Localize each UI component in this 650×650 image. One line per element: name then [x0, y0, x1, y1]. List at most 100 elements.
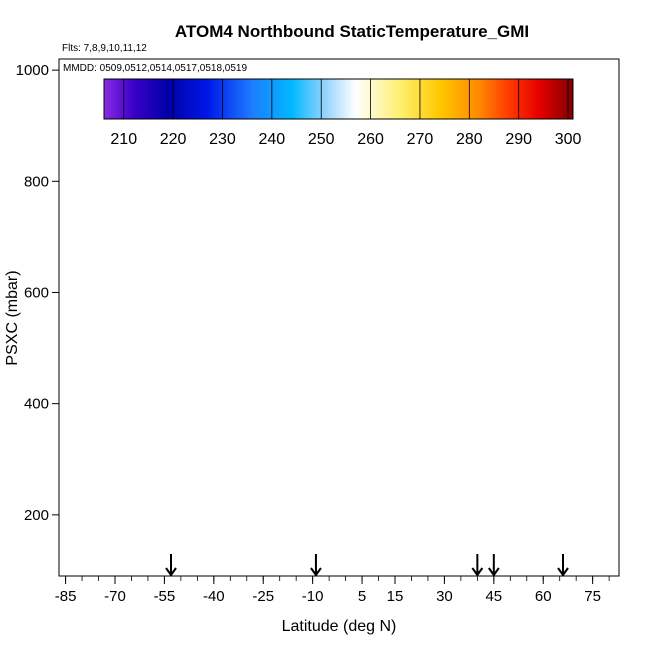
- colorbar: 210 220 230 240 250 260 270 280 290 300: [103, 78, 582, 148]
- colorbar-tick-label: 240: [259, 131, 286, 148]
- colorbar-tick-label: 220: [160, 131, 187, 148]
- plot-frame: [58, 58, 620, 577]
- observation-marker: [616, 214, 621, 219]
- observation-marker: [194, 430, 198, 434]
- colorbar-tick-label: 210: [110, 131, 137, 148]
- observation-marker: [114, 292, 119, 296]
- observation-marker: [529, 204, 534, 208]
- observation-marker: [244, 409, 249, 414]
- observation-marker: [146, 360, 150, 365]
- observation-marker: [299, 266, 304, 270]
- observation-marker: [68, 368, 73, 373]
- observation-marker: [317, 428, 322, 433]
- x-tick-label: 60: [535, 588, 552, 605]
- x-tick-label: 45: [485, 588, 502, 605]
- observation-marker: [479, 65, 483, 69]
- observation-marker: [543, 186, 547, 191]
- observation-marker: [212, 464, 216, 468]
- observation-marker: [162, 293, 167, 298]
- observation-marker: [303, 149, 307, 154]
- observation-marker: [159, 436, 163, 440]
- flight-arrow: [310, 554, 322, 577]
- observation-marker: [444, 219, 449, 224]
- observation-marker: [310, 369, 315, 374]
- observation-marker: [346, 446, 351, 451]
- observation-marker: [301, 338, 305, 342]
- observation-marker: [219, 332, 224, 337]
- observation-marker: [104, 418, 109, 423]
- observation-marker: [113, 288, 118, 293]
- observation-marker: [176, 165, 181, 169]
- observation-markers: [58, 65, 621, 526]
- observation-marker: [468, 204, 472, 208]
- observation-marker: [333, 244, 337, 249]
- observation-marker: [385, 122, 390, 127]
- observation-marker: [551, 492, 556, 497]
- y-tick-label: 600: [24, 284, 49, 301]
- observation-marker: [86, 150, 90, 155]
- observation-marker: [502, 373, 507, 378]
- flight-arrows: [165, 554, 569, 577]
- observation-marker: [334, 301, 339, 306]
- observation-marker: [347, 141, 352, 145]
- observation-marker: [304, 486, 308, 491]
- observation-marker: [400, 216, 404, 220]
- observation-marker: [309, 455, 314, 460]
- observation-marker: [139, 188, 144, 192]
- observation-marker: [120, 515, 125, 520]
- observation-marker: [554, 480, 558, 485]
- observation-marker: [122, 385, 127, 390]
- observation-marker: [76, 450, 80, 454]
- observation-marker: [260, 315, 264, 320]
- observation-marker: [204, 483, 209, 488]
- x-tick-label: 5: [358, 588, 366, 605]
- observation-marker: [206, 461, 211, 466]
- observation-marker: [498, 253, 503, 258]
- observation-marker: [152, 350, 157, 354]
- flight-arrow: [165, 554, 177, 577]
- observation-marker: [585, 203, 589, 207]
- observation-marker: [531, 449, 535, 454]
- observation-marker: [510, 520, 514, 525]
- y-tick-label: 1000: [16, 62, 49, 79]
- observation-marker: [561, 205, 566, 209]
- observation-marker: [604, 273, 609, 277]
- observation-marker: [465, 212, 470, 216]
- observation-marker: [264, 496, 269, 500]
- observation-marker: [145, 296, 149, 301]
- observation-marker: [363, 67, 367, 71]
- observation-marker: [332, 306, 336, 311]
- observation-marker: [245, 263, 250, 268]
- colorbar-ticks: 210 220 230 240 250 260 270 280 290 300: [110, 79, 582, 148]
- observation-marker: [597, 203, 602, 208]
- observation-marker: [545, 72, 550, 77]
- observation-marker: [391, 319, 396, 324]
- observation-marker: [340, 442, 345, 446]
- observation-marker: [219, 302, 223, 307]
- observation-marker: [343, 345, 347, 349]
- observation-marker: [506, 512, 511, 516]
- observation-marker: [115, 393, 120, 397]
- x-axis: -85 -70 -55 -40 -25 -10 5 15 30 45 60 75: [55, 576, 610, 605]
- observation-marker: [584, 429, 588, 433]
- observation-marker: [549, 192, 554, 197]
- observation-marker: [474, 451, 478, 456]
- observation-marker: [155, 515, 159, 520]
- observation-marker: [101, 154, 106, 159]
- observation-marker: [126, 470, 130, 475]
- observation-marker: [471, 259, 476, 264]
- observation-marker: [189, 231, 194, 236]
- observation-marker: [68, 306, 73, 311]
- observation-marker: [472, 520, 477, 524]
- observation-marker: [171, 486, 175, 491]
- observation-marker: [446, 519, 451, 524]
- observation-marker: [338, 292, 343, 296]
- observation-marker: [196, 253, 201, 257]
- observation-marker: [99, 449, 104, 453]
- y-axis-label: PSXC (mbar): [4, 270, 21, 365]
- observation-marker: [231, 429, 236, 433]
- observation-marker: [429, 486, 434, 491]
- observation-marker: [195, 351, 200, 356]
- observation-marker: [582, 482, 586, 486]
- observation-marker: [252, 260, 256, 265]
